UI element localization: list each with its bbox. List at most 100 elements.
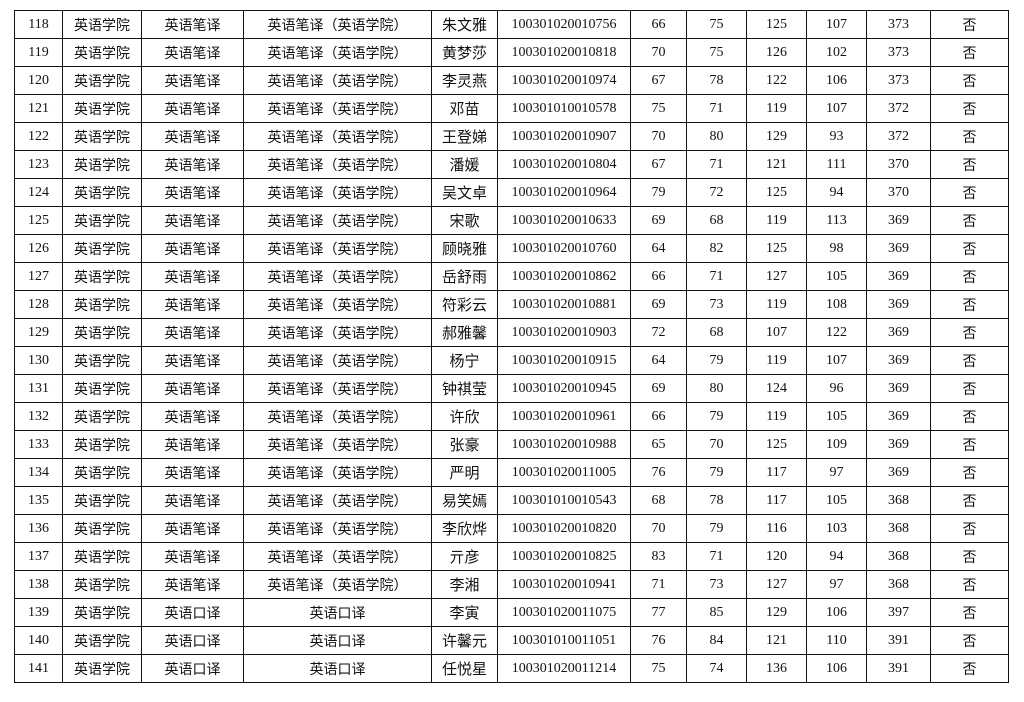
flag-cell: 否 (930, 122, 1009, 151)
total-score-cell: 369 (866, 234, 931, 263)
exam-id-cell: 100301010010543 (497, 486, 631, 515)
row-number-cell: 136 (14, 514, 63, 543)
major-cell: 英语笔译 (141, 486, 244, 515)
row-number-cell: 134 (14, 458, 63, 487)
table-row: 138 英语学院 英语笔译 英语笔译（英语学院） 李湘 100301020010941 71… (14, 570, 1009, 599)
major-cell: 英语笔译 (141, 178, 244, 207)
major-cell: 英语笔译 (141, 206, 244, 235)
exam-id-cell: 100301010011051 (497, 626, 631, 655)
row-number-cell: 130 (14, 346, 63, 375)
score-subject-1-cell: 125 (746, 430, 807, 459)
row-number-cell: 141 (14, 654, 63, 683)
major-cell: 英语笔译 (141, 122, 244, 151)
row-number-cell: 129 (14, 318, 63, 347)
college-cell: 英语学院 (62, 318, 142, 347)
candidate-name-cell: 朱文雅 (431, 10, 498, 39)
score-foreign-language-cell: 82 (686, 234, 747, 263)
table-row: 118 英语学院 英语笔译 英语笔译（英语学院） 朱文雅 100301020010756 6… (14, 10, 1009, 39)
score-politics-cell: 64 (630, 346, 687, 375)
score-subject-2-cell: 122 (806, 318, 867, 347)
total-score-cell: 369 (866, 290, 931, 319)
candidate-name-cell: 王登娣 (431, 122, 498, 151)
exam-id-cell: 100301020010760 (497, 234, 631, 263)
score-politics-cell: 77 (630, 598, 687, 627)
total-score-cell: 391 (866, 626, 931, 655)
score-subject-1-cell: 107 (746, 318, 807, 347)
score-subject-2-cell: 93 (806, 122, 867, 151)
score-foreign-language-cell: 85 (686, 598, 747, 627)
college-cell: 英语学院 (62, 346, 142, 375)
flag-cell: 否 (930, 262, 1009, 291)
score-subject-1-cell: 121 (746, 150, 807, 179)
exam-id-cell: 100301020010756 (497, 10, 631, 39)
candidate-name-cell: 岳舒雨 (431, 262, 498, 291)
score-foreign-language-cell: 71 (686, 150, 747, 179)
score-subject-1-cell: 119 (746, 94, 807, 123)
table-row: 131 英语学院 英语笔译 英语笔译（英语学院） 钟祺莹 100301020010945 6… (14, 374, 1009, 403)
score-foreign-language-cell: 79 (686, 346, 747, 375)
direction-cell: 英语笔译（英语学院） (243, 94, 432, 123)
table-row: 135 英语学院 英语笔译 英语笔译（英语学院） 易笑嫣 100301010010543 6… (14, 486, 1009, 515)
score-subject-2-cell: 96 (806, 374, 867, 403)
direction-cell: 英语笔译（英语学院） (243, 318, 432, 347)
row-number-cell: 131 (14, 374, 63, 403)
score-foreign-language-cell: 73 (686, 290, 747, 319)
major-cell: 英语笔译 (141, 430, 244, 459)
flag-cell: 否 (930, 654, 1009, 683)
direction-cell: 英语笔译（英语学院） (243, 206, 432, 235)
score-subject-2-cell: 107 (806, 10, 867, 39)
direction-cell: 英语笔译（英语学院） (243, 178, 432, 207)
college-cell: 英语学院 (62, 206, 142, 235)
total-score-cell: 373 (866, 66, 931, 95)
score-foreign-language-cell: 71 (686, 542, 747, 571)
score-politics-cell: 65 (630, 430, 687, 459)
score-politics-cell: 70 (630, 122, 687, 151)
total-score-cell: 397 (866, 598, 931, 627)
table-row: 134 英语学院 英语笔译 英语笔译（英语学院） 严明 100301020011005 76… (14, 458, 1009, 487)
exam-id-cell: 100301020010988 (497, 430, 631, 459)
row-number-cell: 120 (14, 66, 63, 95)
total-score-cell: 368 (866, 570, 931, 599)
score-politics-cell: 76 (630, 458, 687, 487)
college-cell: 英语学院 (62, 38, 142, 67)
score-subject-1-cell: 124 (746, 374, 807, 403)
major-cell: 英语笔译 (141, 66, 244, 95)
flag-cell: 否 (930, 318, 1009, 347)
flag-cell: 否 (930, 38, 1009, 67)
table-row: 127 英语学院 英语笔译 英语笔译（英语学院） 岳舒雨 100301020010862 6… (14, 262, 1009, 291)
table-row: 119 英语学院 英语笔译 英语笔译（英语学院） 黄梦莎 100301020010818 7… (14, 38, 1009, 67)
score-subject-1-cell: 127 (746, 262, 807, 291)
candidate-name-cell: 李灵燕 (431, 66, 498, 95)
exam-id-cell: 100301020010974 (497, 66, 631, 95)
major-cell: 英语笔译 (141, 10, 244, 39)
candidate-name-cell: 易笑嫣 (431, 486, 498, 515)
table-row: 120 英语学院 英语笔译 英语笔译（英语学院） 李灵燕 100301020010974 6… (14, 66, 1009, 95)
exam-id-cell: 100301020010818 (497, 38, 631, 67)
table-row: 137 英语学院 英语笔译 英语笔译（英语学院） 亓彦 100301020010825 83… (14, 542, 1009, 571)
direction-cell: 英语笔译（英语学院） (243, 66, 432, 95)
candidate-name-cell: 亓彦 (431, 542, 498, 571)
direction-cell: 英语笔译（英语学院） (243, 542, 432, 571)
flag-cell: 否 (930, 10, 1009, 39)
table-row: 128 英语学院 英语笔译 英语笔译（英语学院） 符彩云 100301020010881 6… (14, 290, 1009, 319)
score-subject-1-cell: 122 (746, 66, 807, 95)
major-cell: 英语口译 (141, 654, 244, 683)
score-subject-2-cell: 106 (806, 654, 867, 683)
score-politics-cell: 72 (630, 318, 687, 347)
table-row: 139 英语学院 英语口译 英语口译 李寅 100301020011075 77 85 129 1… (14, 598, 1009, 627)
score-politics-cell: 66 (630, 10, 687, 39)
row-number-cell: 138 (14, 570, 63, 599)
major-cell: 英语口译 (141, 598, 244, 627)
college-cell: 英语学院 (62, 10, 142, 39)
total-score-cell: 368 (866, 486, 931, 515)
row-number-cell: 126 (14, 234, 63, 263)
direction-cell: 英语笔译（英语学院） (243, 38, 432, 67)
score-subject-2-cell: 106 (806, 66, 867, 95)
direction-cell: 英语口译 (243, 654, 432, 683)
college-cell: 英语学院 (62, 514, 142, 543)
score-subject-1-cell: 125 (746, 234, 807, 263)
score-politics-cell: 69 (630, 206, 687, 235)
score-foreign-language-cell: 79 (686, 402, 747, 431)
score-subject-2-cell: 97 (806, 458, 867, 487)
total-score-cell: 370 (866, 150, 931, 179)
